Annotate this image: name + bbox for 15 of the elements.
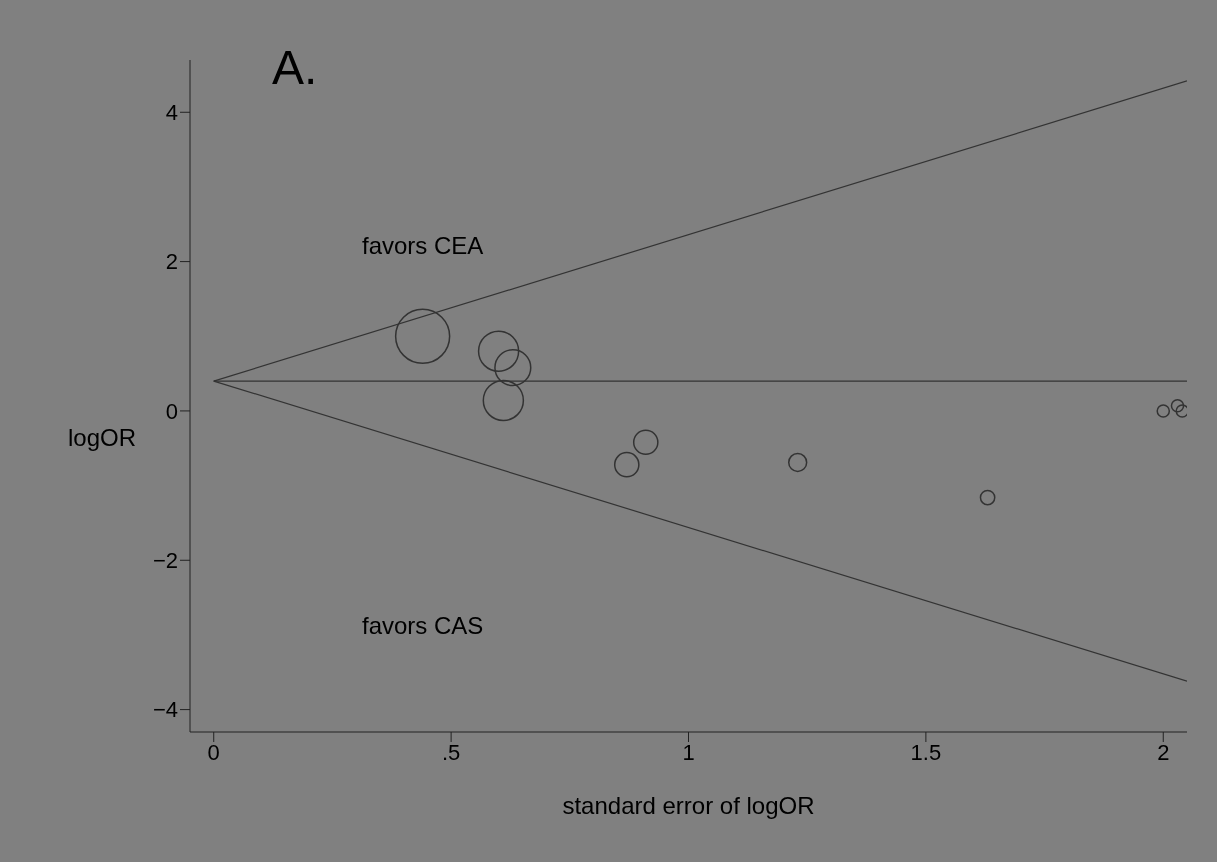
y-tick-label: 0: [165, 398, 178, 424]
x-tick-label: .5: [441, 739, 461, 765]
x-tick-label: 2: [1157, 739, 1170, 765]
x-axis-title: standard error of logOR: [562, 792, 815, 819]
annotation: A.: [272, 40, 318, 95]
annotation: favors CEA: [362, 232, 484, 260]
y-tick-label: −2: [152, 548, 178, 574]
x-tick-label: 1.5: [910, 739, 942, 765]
x-tick-label: 0: [207, 739, 220, 765]
y-tick-label: −4: [152, 697, 178, 723]
y-axis-title: logOR: [68, 424, 137, 452]
y-tick-label: 4: [165, 100, 178, 126]
y-tick-label: 2: [165, 249, 178, 275]
annotation: favors CAS: [362, 612, 484, 640]
x-tick-label: 1: [682, 739, 695, 765]
